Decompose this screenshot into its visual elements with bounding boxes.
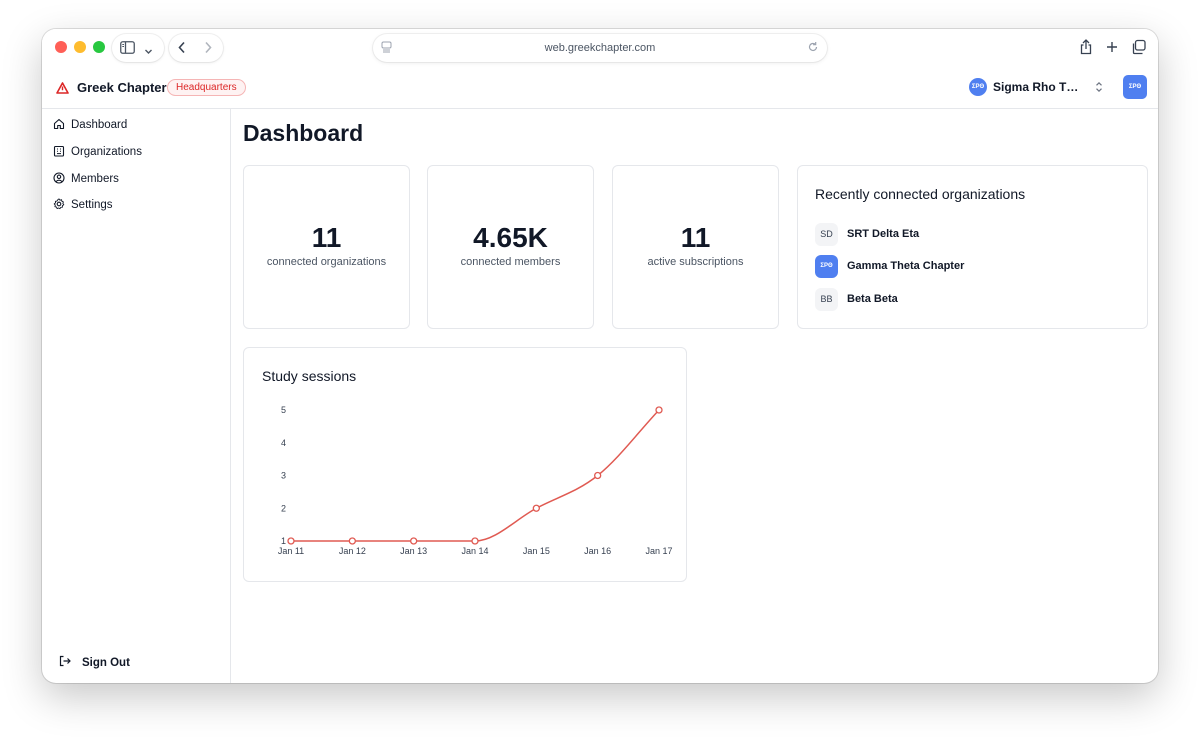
x-tick-label: Jan 15 <box>523 546 550 556</box>
sign-out-label: Sign Out <box>82 656 130 669</box>
sidebar-item-label: Organizations <box>71 146 142 158</box>
study-sessions-chart: 1 2 3 4 5 Jan 11 Jan 12 Jan 13 Jan 14 Jan 15 Jan 1… <box>278 405 673 556</box>
page-title: Dashboard <box>243 120 364 146</box>
role-badge: Headquarters <box>167 79 246 96</box>
url-text[interactable]: web.greekchapter.com <box>544 42 656 54</box>
sidebar-item-label: Settings <box>71 199 113 211</box>
sidebar-item-members[interactable]: Members <box>53 169 119 189</box>
stat-card-members: 4.65K connected members <box>427 165 594 329</box>
x-tick-label: Jan 12 <box>339 546 366 556</box>
user-circle-icon <box>53 171 65 187</box>
org-switcher-avatar[interactable]: ΣΡΘ <box>969 78 987 96</box>
study-sessions-card: Study sessions 1 2 3 4 5 Jan 11 Jan 12 Jan 13 Ja… <box>243 347 687 582</box>
sidebar-item-label: Dashboard <box>71 119 128 131</box>
data-point[interactable] <box>287 537 295 545</box>
x-tick-label: Jan 11 <box>278 546 304 556</box>
address-bar[interactable]: web.greekchapter.com <box>373 34 827 62</box>
close-window-button[interactable] <box>55 41 67 53</box>
browser-toolbar: web.greekchapter.com <box>42 29 1158 67</box>
app-header: Greek Chapter Headquarters ΣΡΘ Sigma Rho… <box>42 67 1158 109</box>
greek-chapter-logo-icon <box>56 81 69 99</box>
back-icon[interactable] <box>177 41 187 59</box>
data-point[interactable] <box>410 537 418 545</box>
recent-org-row[interactable]: SD SRT Delta Eta <box>815 222 919 246</box>
sidebar-item-label: Members <box>71 173 119 185</box>
y-tick-label: 5 <box>281 405 286 415</box>
org-badge: BB <box>815 287 838 311</box>
x-tick-label: Jan 16 <box>584 546 611 556</box>
sidebar-item-settings[interactable]: Settings <box>53 195 113 215</box>
stat-label: connected members <box>460 256 561 268</box>
stat-label: active subscriptions <box>647 256 744 268</box>
data-point[interactable] <box>348 537 356 545</box>
recent-org-row[interactable]: BB Beta Beta <box>815 287 898 311</box>
y-tick-label: 2 <box>281 503 286 513</box>
sidebar-toggle-icon[interactable] <box>120 41 135 59</box>
series-line <box>291 409 660 542</box>
minimize-window-button[interactable] <box>74 41 86 53</box>
sidebar-toggle-group <box>112 34 164 62</box>
chevron-down-icon[interactable] <box>144 43 153 61</box>
browser-window: web.greekchapter.com Greek Chapter Headq… <box>42 29 1158 683</box>
chart-title: Study sessions <box>262 368 357 384</box>
sidebar-item-organizations[interactable]: Organizations <box>53 142 142 162</box>
window-controls <box>55 41 105 53</box>
sidebar-item-dashboard[interactable]: Dashboard <box>53 115 127 135</box>
stat-card-subscriptions: 11 active subscriptions <box>612 165 779 329</box>
data-point[interactable] <box>471 537 479 545</box>
recent-organizations-card: Recently connected organizations SD SRT … <box>797 165 1148 329</box>
stat-value: 4.65K <box>473 222 548 253</box>
org-name: Beta Beta <box>847 293 898 305</box>
stat-card-organizations: 11 connected organizations <box>243 165 410 329</box>
data-point[interactable] <box>594 471 602 480</box>
sidebar: Dashboard Organizations Members Settings… <box>42 109 231 683</box>
chevron-up-down-icon[interactable] <box>1094 80 1104 98</box>
history-nav-group <box>169 34 223 62</box>
data-point[interactable] <box>532 504 540 512</box>
stat-value: 11 <box>311 222 342 253</box>
recent-org-row[interactable]: ΣΡΘ Gamma Theta Chapter <box>815 254 964 278</box>
reload-icon[interactable] <box>807 41 819 56</box>
x-tick-label: Jan 17 <box>645 546 672 556</box>
browser-actions <box>1079 39 1146 60</box>
sign-out-button[interactable]: Sign Out <box>59 655 130 670</box>
y-tick-label: 4 <box>281 438 286 448</box>
gear-icon <box>53 197 65 213</box>
home-icon <box>53 118 65 133</box>
new-tab-icon[interactable] <box>1105 39 1119 60</box>
x-tick-label: Jan 13 <box>400 546 427 556</box>
main-content: Dashboard 11 connected organizations 4.6… <box>231 109 1158 683</box>
recent-organizations-title: Recently connected organizations <box>815 186 1026 202</box>
tabs-overview-icon[interactable] <box>1131 39 1146 60</box>
y-tick-label: 3 <box>281 471 286 481</box>
org-badge: ΣΡΘ <box>815 254 838 278</box>
zoom-window-button[interactable] <box>93 41 105 53</box>
page-settings-icon[interactable] <box>381 41 392 56</box>
org-name: Gamma Theta Chapter <box>847 260 965 272</box>
x-tick-label: Jan 14 <box>461 546 488 556</box>
sign-out-icon <box>59 655 71 670</box>
user-avatar[interactable]: ΣΡΘ <box>1123 75 1147 99</box>
org-switcher-name[interactable]: Sigma Rho Thet... <box>993 80 1085 94</box>
brand-name[interactable]: Greek Chapter <box>77 80 167 95</box>
building-icon <box>53 145 65 160</box>
data-point[interactable] <box>655 406 663 414</box>
stat-label: connected organizations <box>266 256 387 268</box>
forward-icon[interactable] <box>203 41 213 59</box>
share-icon[interactable] <box>1079 39 1093 60</box>
org-badge: SD <box>815 222 838 246</box>
y-tick-label: 1 <box>281 536 286 546</box>
stat-value: 11 <box>680 222 711 253</box>
org-name: SRT Delta Eta <box>847 228 920 240</box>
